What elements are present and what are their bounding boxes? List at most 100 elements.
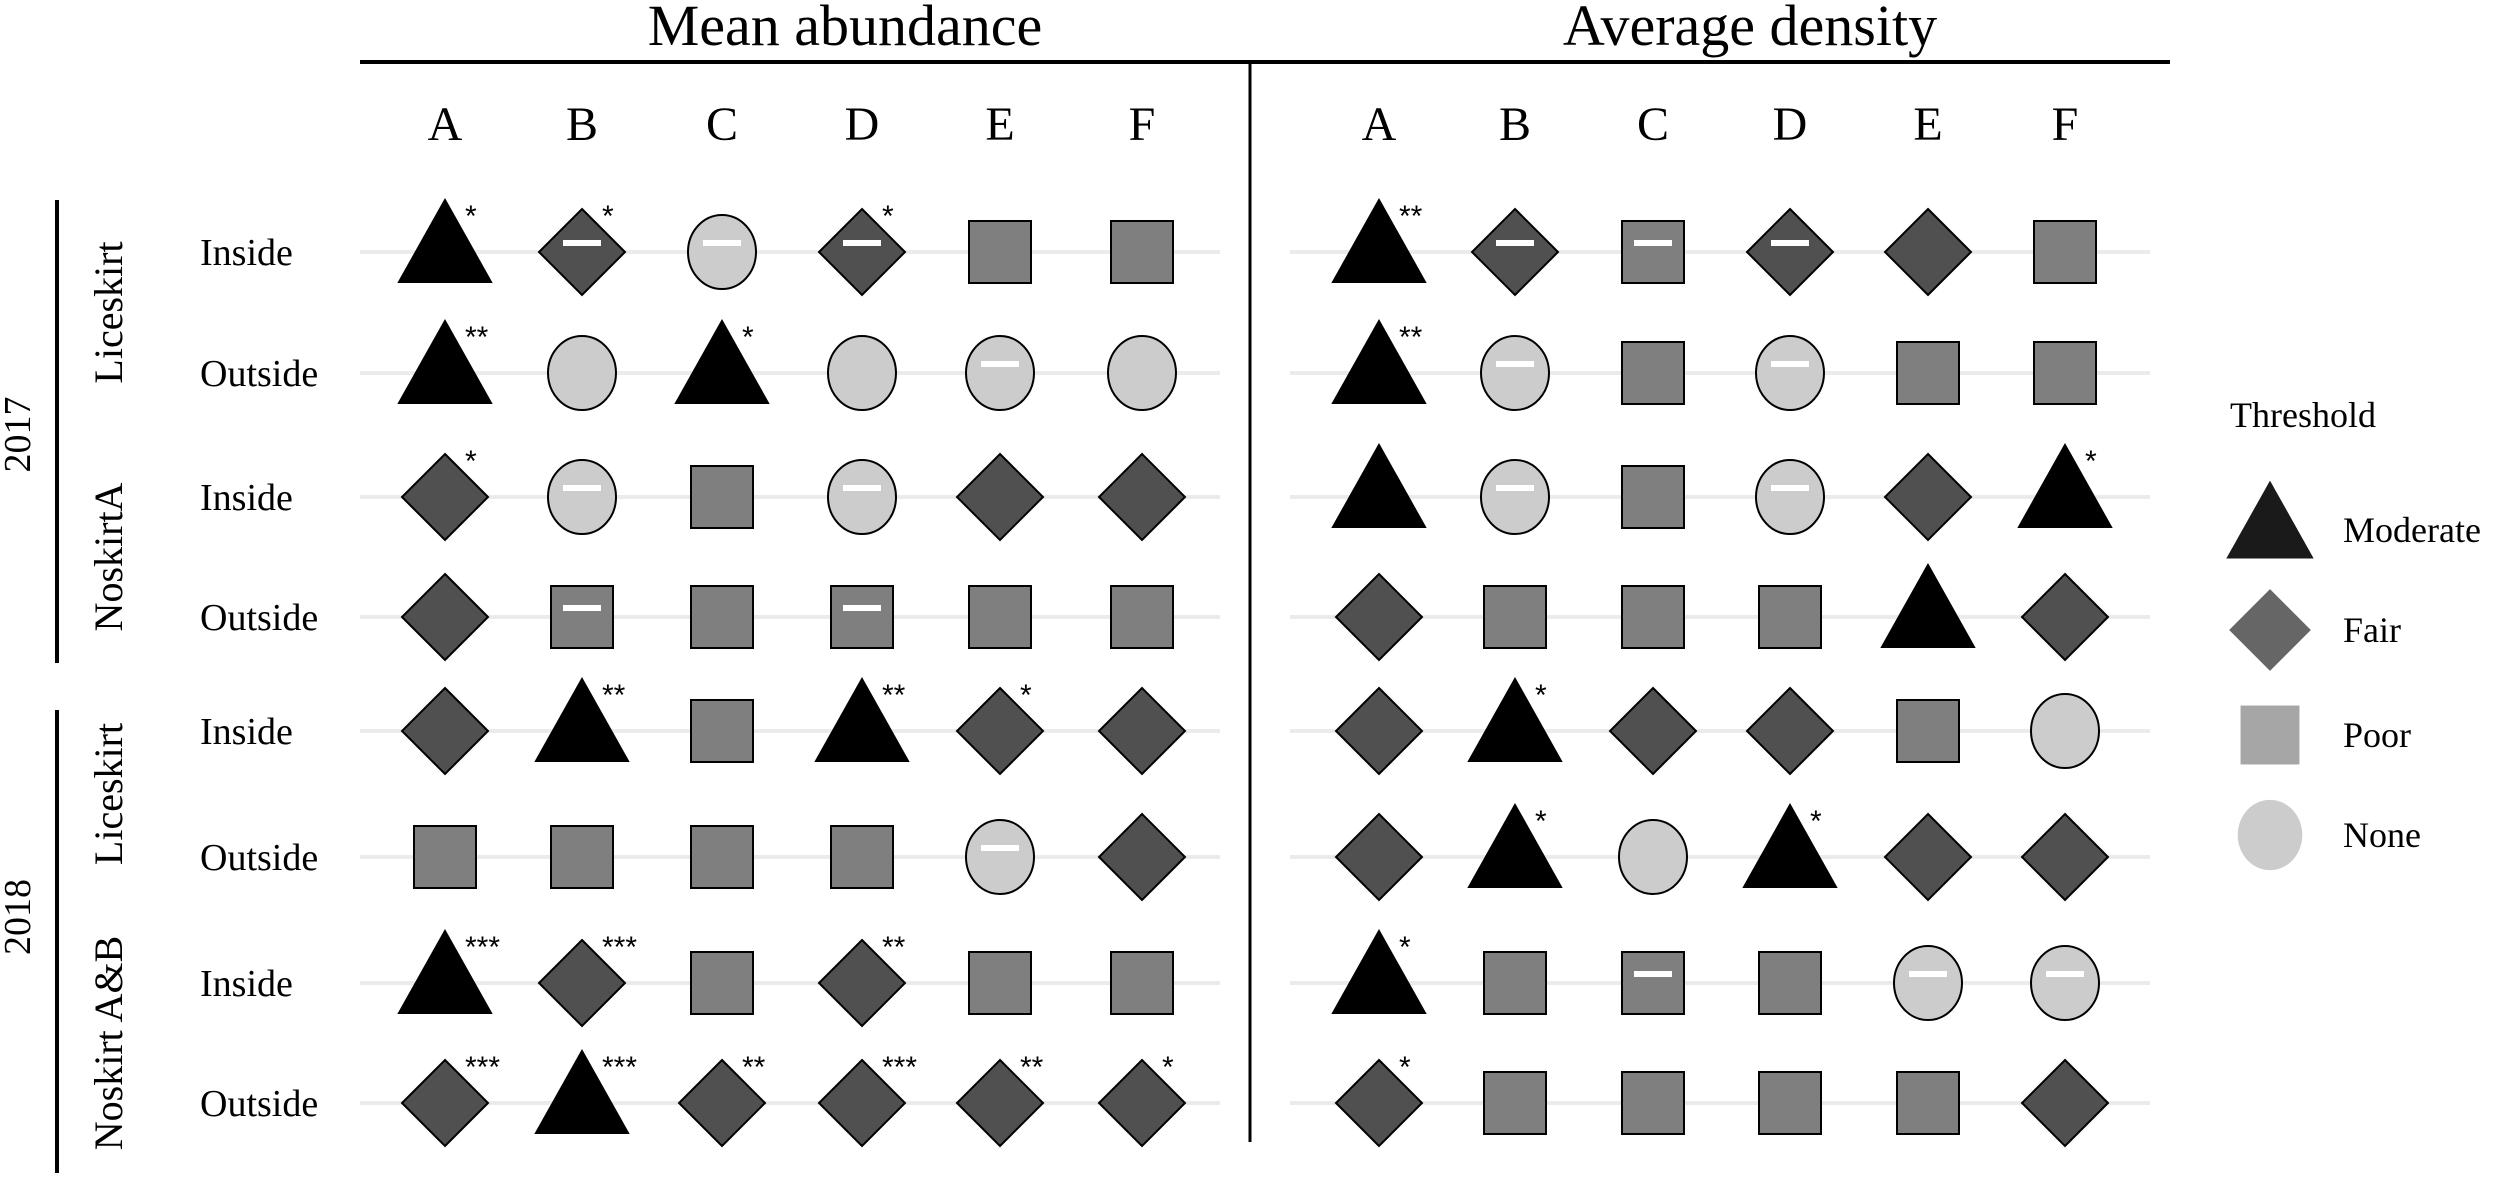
legend-label: Poor: [2343, 715, 2411, 755]
poor-marker: [1621, 341, 1685, 405]
legend-poor-key: [2240, 705, 2300, 765]
significance-label: *: [1399, 931, 1411, 964]
fair-marker: [1608, 686, 1698, 776]
legend-moderate-key: [2226, 480, 2314, 559]
column-label: F: [2052, 98, 2079, 151]
fair-marker: [1097, 1058, 1187, 1148]
legend-title: Threshold: [2230, 395, 2376, 435]
poor-marker: [830, 585, 894, 649]
significance-label: ***: [882, 1051, 917, 1084]
poor-marker: [968, 220, 1032, 284]
fair-marker: [955, 1058, 1045, 1148]
poor-marker: [1621, 220, 1685, 284]
moderate-marker: [2017, 442, 2113, 528]
none-marker: [2030, 693, 2100, 769]
significance-label: *: [742, 321, 754, 354]
fair-marker: [1097, 452, 1187, 542]
significance-label: *: [2085, 445, 2097, 478]
moderate-marker: [814, 676, 910, 762]
fair-marker: [400, 572, 490, 662]
significance-label: *: [465, 445, 477, 478]
legend-label: None: [2343, 815, 2421, 855]
none-marker: [1480, 459, 1550, 535]
poor-marker: [690, 951, 754, 1015]
fair-marker: [817, 938, 907, 1028]
column-label: D: [1773, 98, 1808, 151]
fair-marker: [400, 686, 490, 776]
moderate-marker: [1331, 197, 1427, 283]
fair-marker: [1883, 207, 1973, 297]
column-label: B: [1499, 98, 1531, 151]
moderate-marker: [534, 676, 630, 762]
moderate-marker: [1467, 676, 1563, 762]
row-label: Outside: [200, 597, 318, 639]
none-marker: [827, 335, 897, 411]
poor-marker: [550, 585, 614, 649]
row-label: Inside: [200, 232, 293, 274]
group-label: Liceskirt: [86, 723, 131, 865]
significance-label: *: [602, 200, 614, 233]
year-labels: 2017 2018: [0, 397, 39, 956]
significance-label: *: [1020, 679, 1032, 712]
fair-marker: [1745, 207, 1835, 297]
fair-marker: [2020, 812, 2110, 902]
row-guide-lines: [360, 250, 2150, 1105]
poor-marker: [2033, 220, 2097, 284]
column-label: D: [845, 98, 880, 151]
poor-marker: [690, 585, 754, 649]
column-label: E: [1913, 98, 1942, 151]
moderate-marker: [534, 1048, 630, 1134]
column-label: A: [428, 98, 463, 151]
column-label: B: [566, 98, 598, 151]
legend-fair-key: [2229, 589, 2311, 671]
row-label: Inside: [200, 477, 293, 519]
moderate-marker: [397, 197, 493, 283]
fair-marker: [1470, 207, 1560, 297]
fair-marker: [677, 1058, 767, 1148]
significance-label: **: [1020, 1051, 1044, 1084]
moderate-marker: [1331, 318, 1427, 404]
moderate-marker: [397, 318, 493, 404]
none-marker: [1618, 819, 1688, 895]
significance-label: ***: [465, 931, 500, 964]
group-label: NoskirtA: [86, 482, 131, 631]
poor-marker: [968, 585, 1032, 649]
significance-label: *: [1535, 805, 1547, 838]
group-label: Noskirt A&B: [86, 936, 131, 1150]
poor-marker: [1110, 585, 1174, 649]
legend-label: Moderate: [2343, 510, 2481, 550]
significance-label: *: [1162, 1051, 1174, 1084]
poor-marker: [550, 825, 614, 889]
fair-marker: [955, 452, 1045, 542]
year-label: 2017: [0, 397, 39, 473]
none-marker: [547, 459, 617, 535]
fair-marker: [1334, 572, 1424, 662]
poor-marker: [1483, 951, 1547, 1015]
none-marker: [1755, 335, 1825, 411]
fair-marker: [2020, 572, 2110, 662]
column-label: C: [706, 98, 738, 151]
significance-label: ***: [465, 1051, 500, 1084]
poor-marker: [1621, 1071, 1685, 1135]
poor-marker: [413, 825, 477, 889]
moderate-marker: [397, 928, 493, 1014]
fair-marker: [1334, 1058, 1424, 1148]
fair-marker: [2020, 1058, 2110, 1148]
significance-label: **: [465, 321, 489, 354]
row-label: Inside: [200, 711, 293, 753]
moderate-marker: [674, 318, 770, 404]
poor-marker: [1621, 585, 1685, 649]
column-label: F: [1129, 98, 1156, 151]
fair-marker: [537, 938, 627, 1028]
significance-label: *: [882, 200, 894, 233]
fair-marker: [817, 207, 907, 297]
fair-marker: [400, 1058, 490, 1148]
significance-label: *: [465, 200, 477, 233]
poor-marker: [1483, 1071, 1547, 1135]
fair-marker: [1883, 812, 1973, 902]
poor-marker: [830, 825, 894, 889]
legend-label: Fair: [2343, 610, 2401, 650]
poor-marker: [2033, 341, 2097, 405]
row-labels: Inside Outside Inside Outside Inside Outside I…: [200, 232, 318, 1125]
